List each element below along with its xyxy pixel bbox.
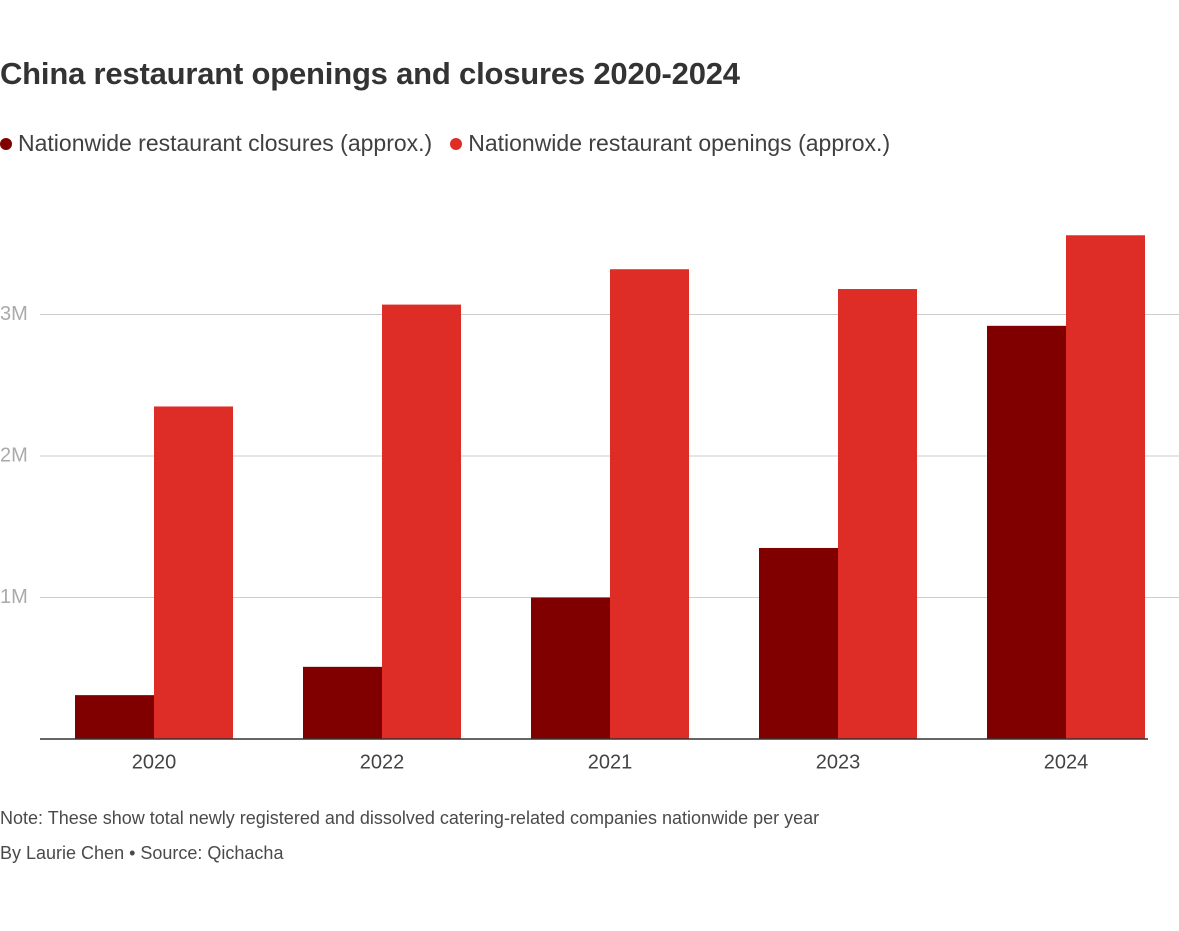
chart-note: Note: These show total newly registered … xyxy=(0,808,820,828)
bar-closures-2023 xyxy=(759,547,838,739)
legend: Nationwide restaurant closures (approx.)… xyxy=(0,130,908,157)
chart-title: China restaurant openings and closures 2… xyxy=(0,56,740,91)
y-tick-label-2m: 2M xyxy=(0,444,28,466)
bar-chart: 1M 2M 3M 2020 2022 2021 2023 2024 xyxy=(0,235,1179,773)
bar-closures-2021 xyxy=(531,597,610,739)
legend-item-closures: Nationwide restaurant closures (approx.) xyxy=(0,130,432,157)
bar-openings-2022 xyxy=(382,304,461,739)
x-tick-label-2024: 2024 xyxy=(1044,751,1089,773)
x-tick-label-2021: 2021 xyxy=(588,751,633,773)
bar-openings-2021 xyxy=(610,269,689,739)
legend-swatch-closures xyxy=(0,137,12,150)
chart-area: 1M 2M 3M 2020 2022 2021 2023 2024 xyxy=(0,180,1179,790)
legend-item-openings: Nationwide restaurant openings (approx.) xyxy=(450,130,890,157)
x-tick-label-2020: 2020 xyxy=(132,751,177,773)
bar-closures-2020 xyxy=(75,695,154,739)
bar-openings-2024 xyxy=(1066,235,1145,739)
legend-label-openings: Nationwide restaurant openings (approx.) xyxy=(468,130,891,156)
bar-openings-2023 xyxy=(838,289,917,739)
legend-swatch-openings xyxy=(450,137,463,150)
legend-label-closures: Nationwide restaurant closures (approx.) xyxy=(18,130,433,156)
x-tick-label-2022: 2022 xyxy=(360,751,405,773)
chart-byline: By Laurie Chen • Source: Qichacha xyxy=(0,843,284,863)
bar-closures-2024 xyxy=(987,325,1066,739)
bar-closures-2022 xyxy=(303,666,382,739)
y-tick-label-3m: 3M xyxy=(0,303,28,325)
y-tick-label-1m: 1M xyxy=(0,586,28,608)
x-tick-label-2023: 2023 xyxy=(816,751,861,773)
bar-openings-2020 xyxy=(154,406,233,739)
